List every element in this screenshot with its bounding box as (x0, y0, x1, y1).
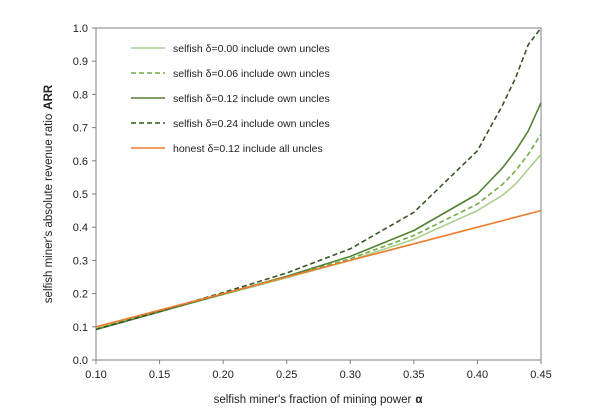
x-tick-label: 0.35 (403, 369, 424, 381)
y-axis-symbol: ARR (43, 84, 55, 110)
y-tick-label: 0.8 (73, 89, 88, 101)
x-tick-label: 0.10 (85, 369, 106, 381)
legend-label-2: selfish δ=0.06 include own uncles (173, 68, 330, 80)
series-line-2 (95, 133, 542, 330)
y-tick-label: 0.5 (73, 189, 88, 201)
y-tick-label: 0.7 (73, 123, 88, 135)
x-tick-label: 0.45 (530, 369, 551, 381)
legend: selfish δ=0.00 include own uncles selfish… (131, 43, 330, 155)
x-axis-title-text: selfish miner's fraction of mining power (214, 394, 412, 406)
legend-label-4: selfish δ=0.24 include own uncles (173, 118, 330, 130)
tick-labels: 0.0 0.1 0.2 0.3 0.4 0.5 0.6 0.7 0.8 0.9 1.0 0.10 0.1… (73, 23, 552, 381)
y-tick-label: 1.0 (73, 23, 88, 35)
series-line-1 (95, 153, 542, 330)
x-tick-label: 0.15 (149, 369, 170, 381)
x-tick-label: 0.30 (340, 369, 361, 381)
y-tick-label: 0.3 (73, 255, 88, 267)
legend-label-5: honest δ=0.12 include all uncles (173, 143, 323, 155)
series-line-5 (95, 209, 542, 328)
y-tick-label: 0.9 (73, 56, 88, 68)
y-axis-title: selfish miner's absolute revenue ratio AR… (43, 84, 55, 303)
x-tick-label: 0.25 (276, 369, 297, 381)
y-tick-label: 0.1 (73, 322, 88, 334)
series-line-4 (95, 27, 542, 331)
x-axis-title: selfish miner's fraction of mining power… (214, 394, 423, 406)
x-tick-label: 0.20 (212, 369, 233, 381)
y-tick-label: 0.4 (73, 222, 88, 234)
y-axis-title-text: selfish miner's absolute revenue ratio (43, 114, 55, 304)
y-tick-label: 0.6 (73, 156, 88, 168)
y-tick-label: 0.2 (73, 289, 88, 301)
series-lines (95, 27, 542, 331)
x-tick-label: 0.40 (467, 369, 488, 381)
x-axis-symbol: α (415, 394, 422, 406)
legend-label-1: selfish δ=0.00 include own uncles (173, 43, 330, 55)
y-tick-label: 0.0 (73, 355, 88, 367)
series-line-3 (95, 102, 542, 331)
legend-label-3: selfish δ=0.12 include own uncles (173, 93, 330, 105)
